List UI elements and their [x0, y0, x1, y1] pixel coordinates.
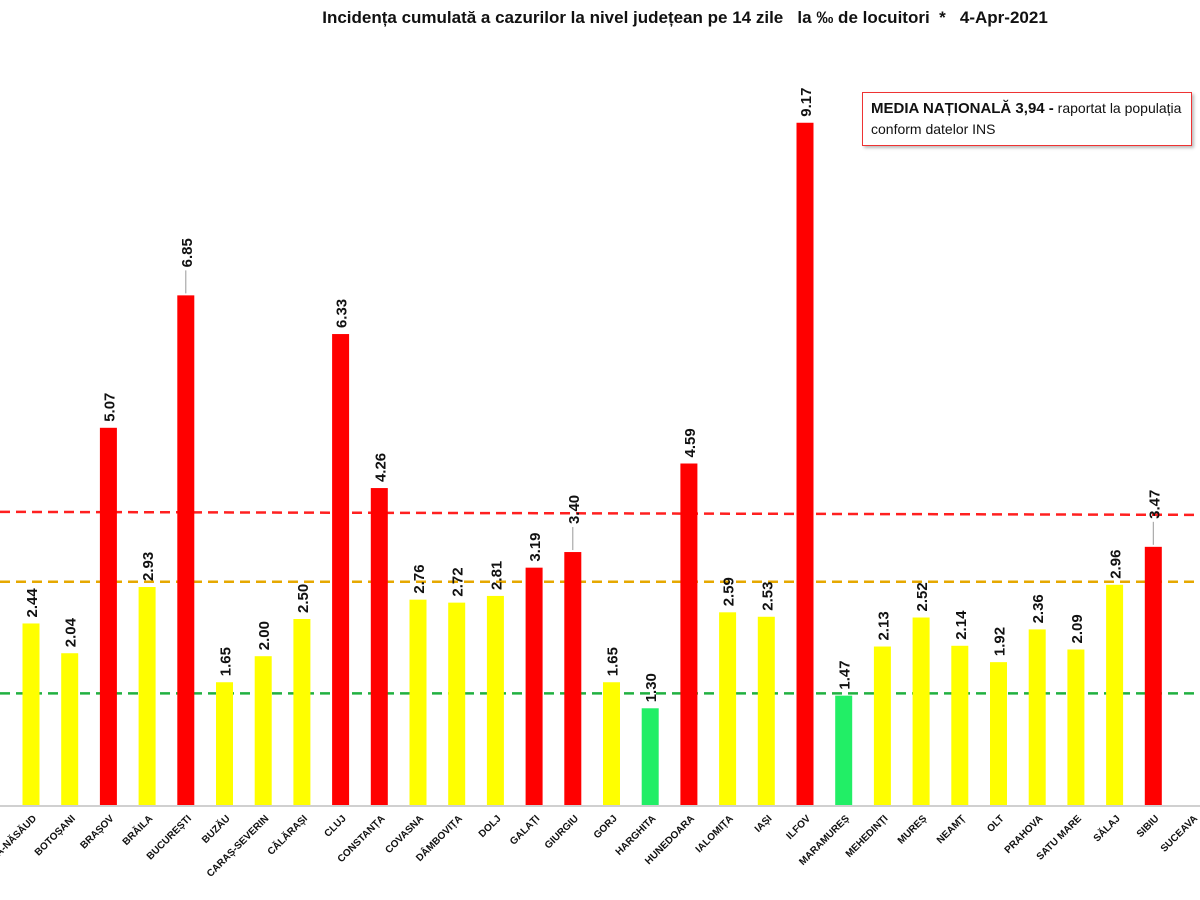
note-line2: conform datelor INS — [871, 121, 996, 137]
bar — [486, 595, 504, 805]
data-label: 2.04 — [63, 617, 80, 647]
category-label: BUZĂU — [199, 812, 233, 846]
data-label: 1.92 — [992, 627, 1009, 656]
bar — [254, 656, 272, 805]
bar — [525, 567, 543, 805]
bar — [796, 122, 814, 805]
category-label: GIURGIU — [543, 813, 581, 851]
data-label: 6.85 — [179, 238, 196, 267]
data-label: 3.40 — [566, 495, 583, 524]
bar — [138, 587, 156, 805]
bar — [99, 427, 117, 805]
bar — [1144, 546, 1162, 805]
category-label: GORJ — [592, 813, 620, 841]
category-label: ILFOV — [785, 813, 814, 842]
data-label: 2.13 — [875, 611, 892, 640]
data-label: 3.47 — [1146, 490, 1163, 519]
category-label: BRAȘOV — [78, 813, 116, 851]
bar — [757, 616, 775, 805]
category-label: BRĂILA — [119, 812, 155, 848]
data-label: 2.36 — [1030, 594, 1047, 623]
data-label: 2.59 — [721, 577, 738, 606]
data-label: 2.96 — [1108, 550, 1125, 579]
data-label: 4.59 — [682, 428, 699, 457]
note-rest-text: raportat la populația — [1053, 100, 1182, 116]
data-label: 2.09 — [1069, 614, 1086, 643]
category-label: SĂLAJ — [1090, 812, 1122, 844]
category-label: NEAMȚ — [935, 813, 968, 846]
bar — [603, 682, 620, 805]
category-label: OLT — [985, 813, 1006, 834]
category-label: CLUJ — [322, 813, 348, 839]
data-label: 1.65 — [605, 647, 622, 676]
bar — [177, 295, 195, 805]
bar — [370, 488, 388, 805]
data-label: 6.33 — [334, 299, 351, 328]
bar — [216, 682, 233, 805]
data-label: 1.30 — [643, 673, 660, 702]
category-label: BOTOȘANI — [33, 813, 78, 858]
data-label: 3.19 — [527, 532, 544, 561]
category-label: IAȘI — [753, 813, 775, 835]
bar — [409, 599, 427, 805]
national-average-note: MEDIA NAȚIONALĂ 3,94 - raportat la popul… — [862, 92, 1192, 146]
note-bold-text: MEDIA NAȚIONALĂ 3,94 - — [871, 100, 1054, 117]
bar — [293, 619, 311, 805]
bar — [1028, 629, 1046, 805]
data-label: 9.17 — [798, 88, 815, 117]
category-label: SUCEAVA — [1159, 813, 1200, 854]
bar — [61, 653, 79, 805]
category-label: DOLJ — [477, 813, 504, 840]
bar — [680, 463, 698, 805]
data-label: 2.81 — [488, 561, 505, 590]
bar — [332, 334, 350, 805]
data-label: 2.50 — [295, 584, 312, 613]
category-label: SIBIU — [1135, 813, 1162, 840]
data-label: 4.26 — [372, 453, 389, 482]
data-label: 5.07 — [101, 393, 118, 422]
data-label: 2.14 — [953, 610, 970, 640]
category-label: CĂLĂRAȘI — [264, 812, 310, 858]
bar — [873, 646, 891, 805]
category-label: GALAȚI — [508, 813, 542, 847]
category-label: MUREȘ — [896, 813, 930, 847]
data-label: 2.00 — [256, 621, 273, 650]
bar — [448, 602, 466, 805]
chart-title: Incidența cumulată a cazurilor la nivel … — [322, 8, 1048, 27]
data-label: 2.93 — [140, 552, 157, 581]
bar — [641, 708, 659, 805]
threshold-line — [0, 510, 1200, 517]
category-label: IALOMIȚA — [694, 813, 736, 855]
bar — [951, 645, 969, 805]
bar — [22, 623, 40, 805]
data-label: 2.52 — [914, 582, 931, 611]
bar — [564, 552, 582, 805]
bar — [990, 662, 1007, 805]
data-label: 2.44 — [24, 588, 41, 618]
data-label: 2.76 — [411, 564, 428, 593]
bar — [912, 617, 930, 805]
bar — [1106, 584, 1124, 805]
bar — [1067, 649, 1085, 805]
data-label: 1.47 — [837, 660, 854, 689]
data-label: 2.53 — [759, 582, 776, 611]
bar — [719, 612, 737, 805]
data-label: 1.65 — [218, 647, 235, 676]
data-label: 2.72 — [450, 567, 467, 596]
bar — [835, 695, 853, 805]
